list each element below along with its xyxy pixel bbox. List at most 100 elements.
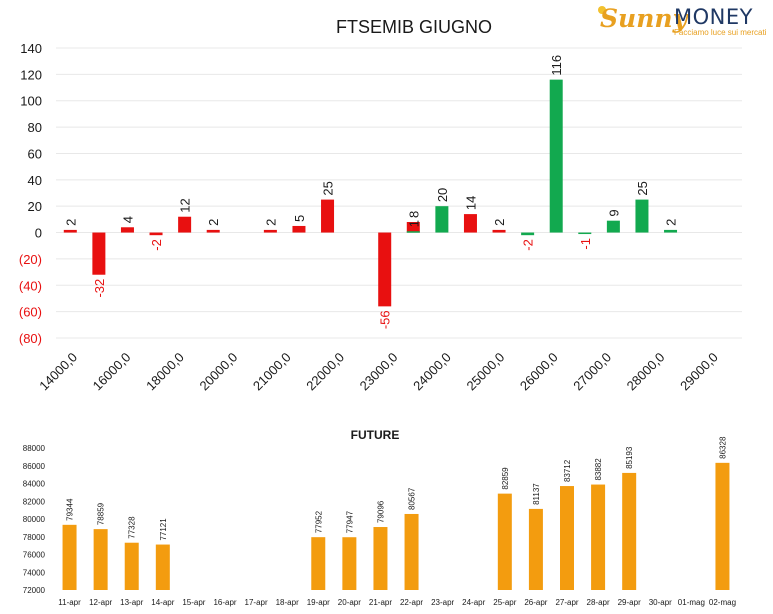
data-label: 116 <box>549 55 564 76</box>
y-tick-label: (60) <box>19 305 42 320</box>
y-tick-label: 78000 <box>23 533 46 542</box>
bar <box>62 524 77 590</box>
bar <box>664 229 678 233</box>
bar <box>149 232 163 236</box>
bar <box>406 231 420 233</box>
data-label: 2 <box>492 219 507 226</box>
x-tick-label: 26-apr <box>524 598 547 607</box>
y-tick-label: 88000 <box>23 444 46 453</box>
y-tick-label: 72000 <box>23 586 46 595</box>
data-label: -2 <box>521 239 536 251</box>
sun-icon <box>598 6 606 14</box>
x-tick-label: 20-apr <box>338 598 361 607</box>
x-tick-label: 16000,0 <box>90 350 134 394</box>
x-tick-label: 20000,0 <box>196 350 240 394</box>
data-label: 2 <box>63 219 78 226</box>
data-label: 2 <box>263 219 278 226</box>
x-tick-label: 27000,0 <box>570 350 614 394</box>
x-tick-label: 28000,0 <box>624 350 668 394</box>
bar <box>591 484 606 590</box>
data-label: 9 <box>606 209 621 216</box>
x-tick-label: 24000,0 <box>410 350 454 394</box>
data-label: -32 <box>92 279 107 298</box>
bar <box>63 229 77 233</box>
bar <box>93 529 108 590</box>
y-tick-label: 82000 <box>23 497 46 506</box>
x-tick-label: 29000,0 <box>677 350 721 394</box>
x-tick-label: 11-apr <box>58 598 81 607</box>
x-tick-label: 14-apr <box>151 598 174 607</box>
y-tick-label: 80000 <box>23 515 46 524</box>
x-tick-label: 25-apr <box>493 598 516 607</box>
data-label: 79096 <box>376 500 385 523</box>
bar <box>521 232 535 236</box>
y-tick-label: 86000 <box>23 462 46 471</box>
bar <box>435 206 449 233</box>
data-label: 77121 <box>159 518 168 541</box>
bar <box>463 214 477 233</box>
logo-brand-left: Sunny <box>600 4 688 33</box>
bar <box>120 227 134 233</box>
bar <box>560 486 574 590</box>
bar <box>492 229 506 233</box>
y-tick-label: 80 <box>28 120 42 135</box>
bar <box>404 513 419 590</box>
bar <box>635 199 649 233</box>
data-label: 2 <box>664 219 679 226</box>
y-tick-label: 100 <box>20 94 42 109</box>
bar <box>497 493 512 590</box>
chart-title: FTSEMIB GIUGNO <box>336 17 492 37</box>
x-tick-label: 01-mag <box>678 598 705 607</box>
x-tick-label: 22-apr <box>400 598 423 607</box>
x-tick-label: 21000,0 <box>250 350 294 394</box>
data-label: 14 <box>463 196 478 210</box>
bar <box>549 79 563 233</box>
x-tick-label: 29-apr <box>618 598 641 607</box>
y-tick-label: 0 <box>35 226 42 241</box>
data-label: 85193 <box>625 446 634 469</box>
data-label: 80567 <box>408 487 417 510</box>
bar <box>528 508 543 590</box>
data-label: 12 <box>178 198 193 212</box>
y-tick-label: (40) <box>19 278 42 293</box>
x-tick-label: 22000,0 <box>303 350 347 394</box>
x-tick-label: 23000,0 <box>357 350 401 394</box>
x-tick-label: 16-apr <box>213 598 236 607</box>
data-label: 86328 <box>718 436 727 459</box>
bar <box>311 537 326 590</box>
y-tick-label: 40 <box>28 173 42 188</box>
bar <box>406 222 420 233</box>
bar <box>378 232 392 307</box>
bar <box>292 225 306 233</box>
data-label: 5 <box>292 215 307 222</box>
x-tick-label: 26000,0 <box>517 350 561 394</box>
bar <box>206 229 220 233</box>
bar <box>622 472 637 590</box>
data-label: 78859 <box>97 502 106 525</box>
ftsemib-chart: FTSEMIB GIUGNO140120100806040200(20)(40)… <box>19 17 742 394</box>
data-label: 1 <box>406 220 421 227</box>
bar <box>178 216 192 233</box>
x-tick-label: 28-apr <box>587 598 610 607</box>
x-tick-label: 23-apr <box>431 598 454 607</box>
x-tick-label: 12-apr <box>89 598 112 607</box>
logo-brand-right: MONEY <box>674 5 753 29</box>
data-label: -1 <box>578 238 593 250</box>
x-tick-label: 27-apr <box>555 598 578 607</box>
bar <box>124 542 139 590</box>
data-label: 2 <box>206 219 221 226</box>
data-label: 8 <box>406 211 421 218</box>
bar <box>321 199 335 233</box>
x-tick-label: 19-apr <box>307 598 330 607</box>
y-tick-label: 84000 <box>23 480 46 489</box>
data-label: 83882 <box>594 458 603 481</box>
bar <box>715 462 730 590</box>
x-tick-label: 14000,0 <box>36 350 80 394</box>
x-tick-label: 21-apr <box>369 598 392 607</box>
x-tick-label: 18000,0 <box>143 350 187 394</box>
y-tick-label: (20) <box>19 252 42 267</box>
data-label: 20 <box>435 188 450 202</box>
data-label: 83712 <box>563 459 572 482</box>
x-tick-label: 24-apr <box>462 598 485 607</box>
bar <box>92 232 106 275</box>
